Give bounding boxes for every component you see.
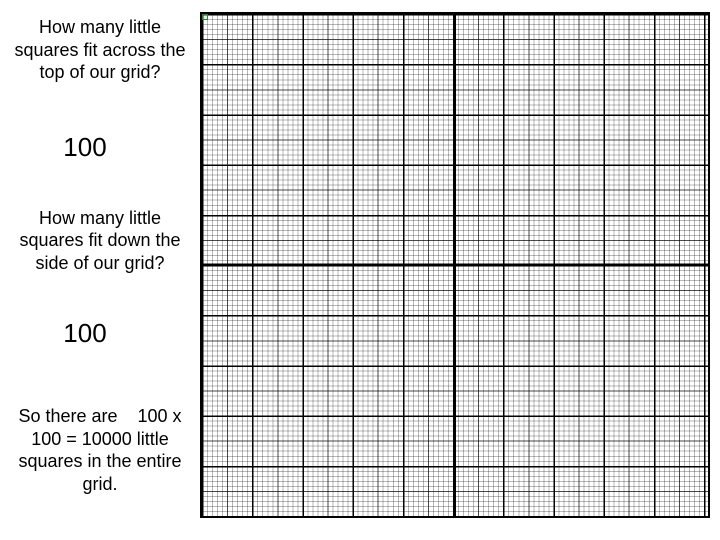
left-column: How many little squares fit across the t… <box>6 12 200 528</box>
grid-center-cross <box>202 14 708 516</box>
conclusion-text: So there are 100 x 100 = 10000 little sq… <box>6 405 194 495</box>
spacer <box>6 349 194 405</box>
unit-square-highlight <box>202 14 208 20</box>
grid-lines-bold <box>202 14 708 516</box>
spacer <box>6 163 194 207</box>
answer-across: 100 <box>0 132 194 163</box>
hundred-grid <box>200 12 710 518</box>
grid-lines-fine <box>202 14 708 516</box>
page: How many little squares fit across the t… <box>0 0 720 540</box>
answer-down: 100 <box>0 318 194 349</box>
question-across: How many little squares fit across the t… <box>6 16 194 84</box>
spacer <box>6 274 194 318</box>
grid-lines-medium <box>202 14 708 516</box>
spacer <box>6 84 194 132</box>
question-down: How many little squares fit down the sid… <box>6 207 194 275</box>
grid-wrap <box>200 12 710 518</box>
